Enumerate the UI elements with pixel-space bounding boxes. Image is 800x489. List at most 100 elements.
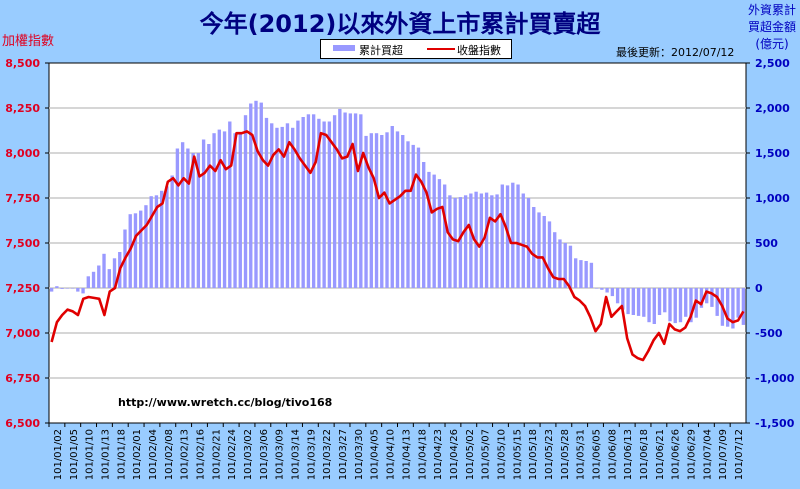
bar xyxy=(610,288,615,297)
bar xyxy=(296,120,300,288)
x-tick-label: 101/04/23 xyxy=(433,429,444,480)
x-tick-label: 101/02/08 xyxy=(164,429,175,480)
bar xyxy=(285,123,290,288)
bar xyxy=(81,288,85,294)
left-tick-label: 8,000 xyxy=(5,147,40,160)
left-tick-label: 7,750 xyxy=(5,192,40,205)
left-tick-label: 6,500 xyxy=(5,417,40,430)
x-tick-label: 101/07/12 xyxy=(734,429,745,480)
bar xyxy=(663,288,667,313)
x-tick-label: 101/01/18 xyxy=(116,429,127,480)
x-tick-label: 101/06/18 xyxy=(639,429,650,480)
x-tick-label: 101/05/07 xyxy=(481,429,492,480)
bar xyxy=(458,197,463,288)
bar xyxy=(442,184,447,288)
bar xyxy=(154,195,159,288)
bar xyxy=(605,288,609,293)
bar xyxy=(133,213,138,288)
bar xyxy=(710,288,714,307)
bar xyxy=(725,288,730,327)
bar xyxy=(207,144,211,288)
bar xyxy=(264,117,269,289)
bar xyxy=(469,193,473,288)
bar xyxy=(238,133,242,288)
bar xyxy=(76,288,80,292)
bar xyxy=(684,288,688,317)
bar xyxy=(196,153,201,288)
index-line xyxy=(50,130,745,362)
bar xyxy=(416,147,421,288)
bar xyxy=(144,205,148,288)
bar xyxy=(574,258,578,288)
bar xyxy=(201,139,206,288)
bar xyxy=(60,288,64,289)
bar xyxy=(380,135,384,288)
bar xyxy=(401,135,405,288)
bar xyxy=(736,288,740,318)
bar xyxy=(568,245,573,288)
legend: 累計買超 收盤指數 xyxy=(320,39,512,59)
bar xyxy=(657,288,662,315)
bar xyxy=(311,114,316,288)
bar xyxy=(715,288,719,316)
x-tick-label: 101/06/13 xyxy=(623,429,634,480)
bar xyxy=(112,258,117,288)
legend-line-label: 收盤指數 xyxy=(457,44,501,57)
bar xyxy=(102,253,106,288)
x-tick-label: 101/05/31 xyxy=(576,429,587,480)
x-tick-label: 101/02/04 xyxy=(148,429,159,480)
x-tick-label: 101/05/23 xyxy=(544,429,555,480)
x-tick-label: 101/03/30 xyxy=(354,429,365,480)
bar xyxy=(243,115,248,288)
bar xyxy=(484,192,489,288)
bar xyxy=(49,288,54,292)
x-tick-label: 101/06/05 xyxy=(592,429,603,480)
legend-line-swatch xyxy=(427,48,455,50)
bar xyxy=(532,207,536,288)
x-tick-label: 101/05/15 xyxy=(512,429,523,480)
bar xyxy=(652,288,656,324)
bar xyxy=(474,191,478,288)
right-axis-label-text: 外資累計 買超金額 (億元) xyxy=(747,3,796,51)
bar xyxy=(86,276,90,288)
bar xyxy=(505,185,510,288)
bar xyxy=(437,179,442,288)
bar xyxy=(668,288,672,322)
left-tick-label: 6,750 xyxy=(5,372,40,385)
last-updated: 最後更新：2012/07/12 xyxy=(616,46,735,59)
bar xyxy=(563,243,567,288)
bar xyxy=(511,182,515,288)
bar xyxy=(615,288,620,304)
bar xyxy=(558,239,562,288)
bar xyxy=(411,144,415,288)
bar xyxy=(364,135,368,288)
bar xyxy=(259,102,263,288)
bar xyxy=(374,133,379,288)
bar xyxy=(542,216,546,288)
bar xyxy=(291,127,295,288)
bar xyxy=(705,288,709,304)
right-tick-label: -1,000 xyxy=(755,372,795,385)
bar xyxy=(678,288,683,323)
x-tick-label: 101/01/10 xyxy=(85,429,96,480)
bar xyxy=(589,262,594,288)
x-tick-label: 101/03/02 xyxy=(243,429,254,480)
x-tick-label: 101/03/06 xyxy=(259,429,270,480)
bar xyxy=(594,288,599,289)
bar xyxy=(343,112,347,288)
left-tick-label: 8,500 xyxy=(5,57,40,70)
bar xyxy=(228,121,232,288)
bar xyxy=(453,198,457,288)
bar xyxy=(406,141,410,288)
bar xyxy=(495,194,499,288)
bar xyxy=(222,131,227,288)
left-tick-label: 8,250 xyxy=(5,102,40,115)
x-tick-label: 101/02/24 xyxy=(227,429,238,480)
left-tick-label: 7,250 xyxy=(5,282,40,295)
bar xyxy=(338,108,342,289)
bar xyxy=(500,184,504,288)
bar xyxy=(516,184,520,288)
chart-title: 今年(2012)以來外資上市累計買賣超 xyxy=(199,10,601,38)
bar xyxy=(463,195,468,288)
